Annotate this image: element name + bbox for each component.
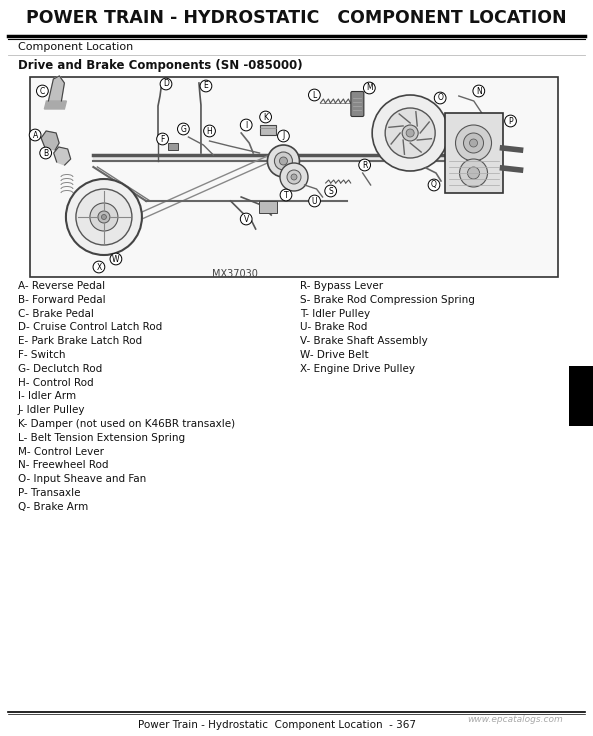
Text: F- Switch: F- Switch [18,350,65,360]
Circle shape [66,179,142,255]
Text: D- Cruise Control Latch Rod: D- Cruise Control Latch Rod [18,322,162,333]
Text: I- Idler Arm: I- Idler Arm [18,392,76,401]
Circle shape [267,145,299,177]
Text: H: H [206,127,212,135]
Text: O- Input Sheave and Fan: O- Input Sheave and Fan [18,474,146,484]
Text: Q- Brake Arm: Q- Brake Arm [18,502,88,512]
Text: C- Brake Pedal: C- Brake Pedal [18,308,94,319]
Circle shape [460,159,487,187]
Polygon shape [54,147,71,165]
FancyBboxPatch shape [351,91,364,116]
Text: B- Forward Pedal: B- Forward Pedal [18,295,106,305]
Text: J- Idler Pulley: J- Idler Pulley [18,406,85,415]
Text: W: W [112,255,120,263]
Text: Q: Q [431,180,437,189]
Bar [259,201,277,213]
Text: V: V [244,214,249,224]
Text: R: R [362,160,367,169]
Text: H- Control Rod: H- Control Rod [18,378,94,388]
Bar [168,143,177,150]
Polygon shape [41,131,59,150]
Polygon shape [93,155,479,161]
Text: T: T [283,191,288,199]
Text: W- Drive Belt: W- Drive Belt [300,350,369,360]
Text: POWER TRAIN - HYDROSTATIC   COMPONENT LOCATION: POWER TRAIN - HYDROSTATIC COMPONENT LOCA… [26,9,567,27]
Circle shape [470,139,477,147]
Text: G: G [180,124,186,133]
Circle shape [455,125,492,161]
Bar [569,366,593,426]
Polygon shape [44,101,66,109]
Text: MX37030: MX37030 [212,269,258,279]
Circle shape [280,163,308,191]
Text: A: A [33,130,38,140]
Text: O: O [437,93,443,102]
Bar [30,77,558,277]
Circle shape [467,167,480,179]
Text: C: C [40,87,45,96]
Bar [260,125,276,135]
Text: M- Control Lever: M- Control Lever [18,447,104,456]
Text: Component Location: Component Location [18,42,133,52]
Text: U- Brake Rod: U- Brake Rod [300,322,368,333]
Polygon shape [49,76,65,101]
Circle shape [464,133,483,153]
Text: U: U [312,197,317,205]
Text: N: N [476,87,482,96]
Text: E: E [203,82,208,91]
Text: X- Engine Drive Pulley: X- Engine Drive Pulley [300,364,415,374]
Circle shape [385,108,435,158]
Text: B: B [43,149,48,158]
Circle shape [402,125,418,141]
Text: M: M [366,83,372,93]
Text: A- Reverse Pedal: A- Reverse Pedal [18,281,105,291]
Circle shape [291,174,297,180]
Text: www.epcatalogs.com: www.epcatalogs.com [467,715,563,724]
Circle shape [101,214,106,219]
Text: S- Brake Rod Compression Spring: S- Brake Rod Compression Spring [300,295,475,305]
Text: D: D [163,79,169,88]
Circle shape [406,129,414,137]
Circle shape [279,157,288,165]
Text: K: K [263,113,268,121]
Text: R- Bypass Lever: R- Bypass Lever [300,281,383,291]
Circle shape [287,170,301,184]
Circle shape [372,95,448,171]
Text: G- Declutch Rod: G- Declutch Rod [18,364,102,374]
Circle shape [76,189,132,245]
Text: J: J [282,132,285,141]
Circle shape [98,211,110,223]
Text: F: F [160,135,165,144]
Text: T- Idler Pulley: T- Idler Pulley [300,308,370,319]
Text: L: L [313,91,317,99]
Circle shape [275,152,292,170]
Text: P- Transaxle: P- Transaxle [18,488,81,498]
Text: X: X [96,263,101,272]
Text: S: S [329,186,333,196]
Text: I: I [245,121,247,130]
Text: P: P [508,116,513,126]
Circle shape [90,203,118,231]
Text: V- Brake Shaft Assembly: V- Brake Shaft Assembly [300,336,428,346]
Text: E- Park Brake Latch Rod: E- Park Brake Latch Rod [18,336,142,346]
Text: Drive and Brake Components (SN -085000): Drive and Brake Components (SN -085000) [18,58,302,71]
Text: N- Freewheel Rod: N- Freewheel Rod [18,461,109,470]
Text: K- Damper (not used on K46BR transaxle): K- Damper (not used on K46BR transaxle) [18,419,235,429]
Text: L- Belt Tension Extension Spring: L- Belt Tension Extension Spring [18,433,185,443]
Text: Power Train - Hydrostatic  Component Location  - 367: Power Train - Hydrostatic Component Loca… [138,720,416,730]
Bar [445,113,502,193]
